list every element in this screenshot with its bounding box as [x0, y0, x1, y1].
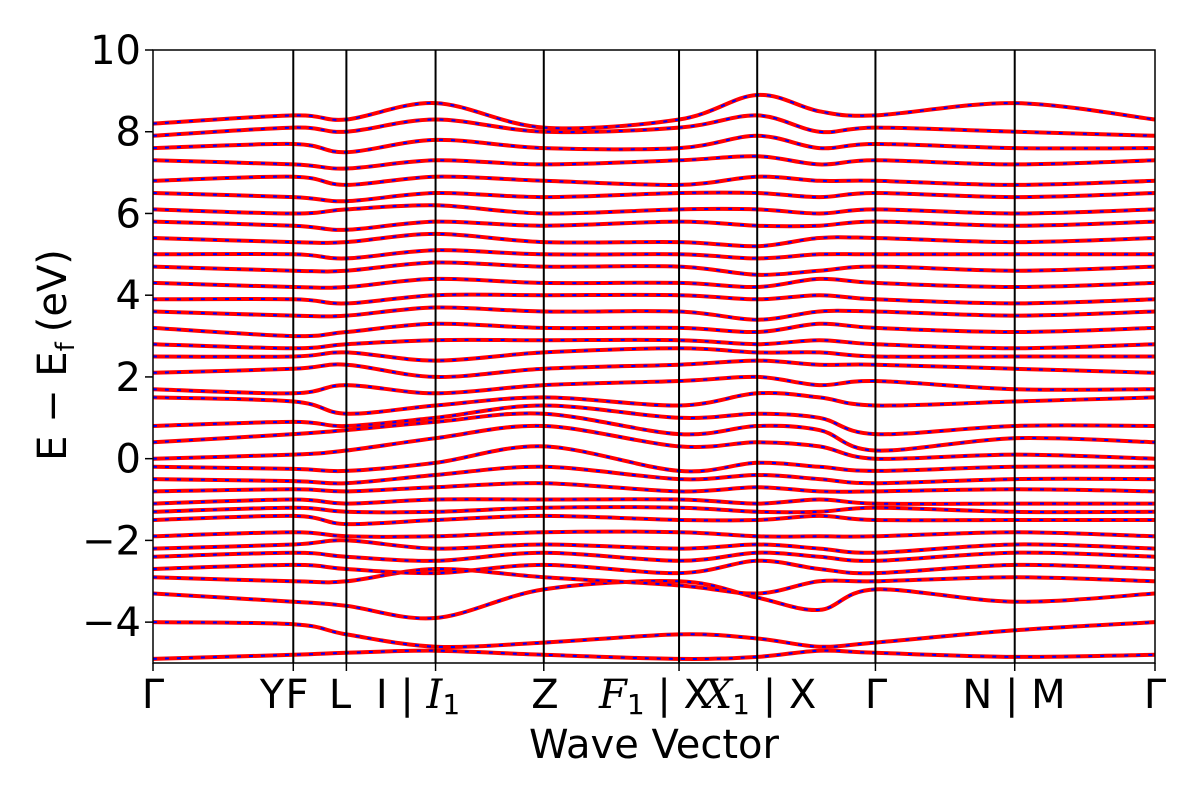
- x-tick-label: N | M: [962, 672, 1065, 718]
- band-line-dashed-20: [153, 347, 1155, 362]
- band-line-dashed-30: [153, 204, 1155, 215]
- band-line-dashed-24: [153, 293, 1155, 305]
- band-line-dashed-4: [153, 559, 1155, 575]
- band-line-dashed-26: [153, 261, 1155, 276]
- x-axis-label: Wave Vector: [529, 722, 780, 768]
- band-line-3: [153, 566, 1155, 596]
- band-line-dashed-18: [153, 375, 1155, 395]
- band-line-32: [153, 174, 1155, 187]
- band-line-dashed-29: [153, 220, 1155, 231]
- band-line-dashed-28: [153, 232, 1155, 248]
- band-line-11: [153, 481, 1155, 494]
- band-line-dashed-27: [153, 249, 1155, 260]
- band-line-17: [153, 390, 1155, 416]
- band-line-dashed-11: [153, 482, 1155, 493]
- band-line-34: [153, 133, 1155, 155]
- band-line-14: [153, 423, 1155, 461]
- band-line-dashed-8: [153, 514, 1155, 526]
- y-axis-label-unit: (eV): [30, 249, 76, 332]
- y-tick-label: 8: [116, 110, 141, 156]
- band-line-2: [153, 578, 1155, 621]
- y-axis-label-main: E − E: [30, 351, 76, 461]
- bands-layer: [153, 92, 1155, 661]
- band-line-dashed-36: [153, 93, 1155, 130]
- band-line-15: [153, 411, 1155, 453]
- band-line-23: [153, 305, 1155, 322]
- band-line-dashed-23: [153, 306, 1155, 321]
- y-tick-label: −2: [82, 518, 141, 564]
- band-line-13: [153, 444, 1155, 474]
- band-line-dashed-25: [153, 277, 1155, 289]
- kpoint-lines: [292, 50, 1016, 663]
- band-line-dashed-7: [153, 530, 1155, 538]
- band-line-35: [153, 113, 1155, 138]
- band-line-26: [153, 260, 1155, 277]
- y-axis-label: E − Ef (eV): [30, 249, 81, 461]
- band-line-4: [153, 558, 1155, 576]
- y-tick-label: 2: [116, 355, 141, 401]
- band-line-22: [153, 321, 1155, 339]
- y-tick-label: 0: [116, 437, 141, 483]
- band-line-18: [153, 374, 1155, 396]
- x-tick-label: F1 | X: [598, 672, 711, 721]
- band-line-dashed-33: [153, 155, 1155, 170]
- band-line-dashed-21: [153, 338, 1155, 350]
- x-tick-label: I | I1: [376, 672, 460, 721]
- x-tick-label: Γ: [1144, 672, 1167, 718]
- y-tick-label: −4: [82, 600, 141, 646]
- y-axis-label-subscript: f: [51, 341, 81, 351]
- band-line-33: [153, 154, 1155, 171]
- x-tick-label: L: [329, 672, 352, 718]
- band-line-dashed-10: [153, 498, 1155, 505]
- band-line-dashed-9: [153, 506, 1155, 514]
- x-tick-label: Z: [531, 672, 558, 718]
- band-line-dashed-34: [153, 134, 1155, 154]
- y-tick-label: 10: [90, 28, 141, 74]
- svg-text:E − Ef(eV): E − Ef (eV): [30, 249, 81, 461]
- y-ticks: −4 −2 0 2 4 6 8 10: [82, 28, 153, 646]
- band-line-dashed-6: [153, 539, 1155, 554]
- band-line-24: [153, 292, 1155, 306]
- y-tick-label: 4: [116, 273, 141, 319]
- band-line-dashed-1: [153, 621, 1155, 648]
- x-tick-label: X1 | X: [701, 672, 817, 721]
- x-tick-label: Γ: [865, 672, 888, 718]
- band-line-dashed-5: [153, 551, 1155, 562]
- band-line-dashed-31: [153, 191, 1155, 203]
- band-line-dashed-22: [153, 322, 1155, 338]
- band-line-16: [153, 403, 1155, 437]
- band-line-28: [153, 231, 1155, 249]
- x-tick-label: Γ: [142, 672, 165, 718]
- band-line-dashed-32: [153, 175, 1155, 186]
- band-line-1: [153, 620, 1155, 649]
- band-line-dashed-19: [153, 359, 1155, 378]
- y-tick-label: 6: [116, 191, 141, 237]
- x-tick-label: F: [285, 672, 308, 718]
- band-line-30: [153, 203, 1155, 216]
- band-line-dashed-12: [153, 465, 1155, 485]
- plot-frame: [152, 49, 1156, 664]
- x-tick-label: Y: [259, 672, 285, 718]
- band-line-dashed-0: [153, 649, 1155, 660]
